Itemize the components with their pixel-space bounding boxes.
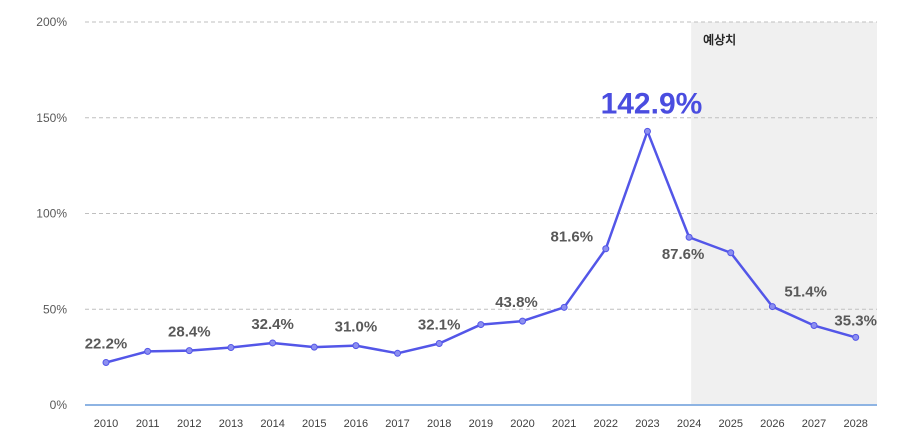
x-tick-label: 2024 [677,418,701,430]
data-point [685,233,693,241]
x-tick-label: 2015 [302,418,326,430]
data-point [768,303,776,311]
x-tick-label: 2012 [177,418,201,430]
data-label: 31.0% [335,319,378,336]
x-tick-label: 2021 [552,418,576,430]
data-label: 87.6% [662,246,705,263]
y-tick-label: 0% [50,398,68,412]
x-tick-label: 2019 [469,418,493,430]
data-point [477,321,485,329]
data-label: 32.4% [251,316,294,333]
forecast-label: 예상치 [703,32,736,47]
data-point [602,245,610,253]
data-point [560,303,568,311]
data-label: 28.4% [168,324,211,341]
data-point [519,317,526,325]
x-tick-label: 2018 [427,418,451,430]
data-point [144,347,152,355]
x-tick-label: 2023 [635,418,659,430]
data-point [310,343,318,351]
y-tick-label: 100% [36,207,67,221]
data-point [227,344,235,352]
x-tick-label: 2026 [760,418,784,430]
data-point [102,358,110,366]
x-tick-label: 2027 [802,418,826,430]
x-tick-label: 2028 [843,418,867,430]
x-tick-label: 2011 [136,418,160,430]
data-point [435,340,443,348]
y-tick-label: 200% [36,15,67,29]
x-tick-label: 2013 [219,418,243,430]
data-point [394,349,402,357]
data-label-peak: 142.9% [601,87,703,120]
data-label: 32.1% [418,317,461,334]
x-tick-label: 2016 [344,418,368,430]
data-point [852,333,860,341]
x-tick-label: 2025 [719,418,743,430]
x-tick-label: 2017 [385,418,409,430]
y-tick-label: 150% [36,111,67,125]
data-point [643,127,651,135]
data-point [810,322,818,330]
data-label: 43.8% [495,294,538,311]
data-label: 35.3% [834,312,877,329]
x-tick-label: 2010 [94,418,118,430]
data-point [727,249,735,257]
data-point [352,342,360,350]
data-label: 51.4% [784,284,827,301]
data-label: 81.6% [551,229,594,246]
x-tick-label: 2022 [594,418,618,430]
data-point [185,347,193,355]
data-label: 22.2% [85,335,128,352]
y-tick-label: 50% [43,302,67,316]
x-tick-label: 2014 [260,418,284,430]
data-point [269,339,277,347]
x-tick-label: 2020 [510,418,534,430]
